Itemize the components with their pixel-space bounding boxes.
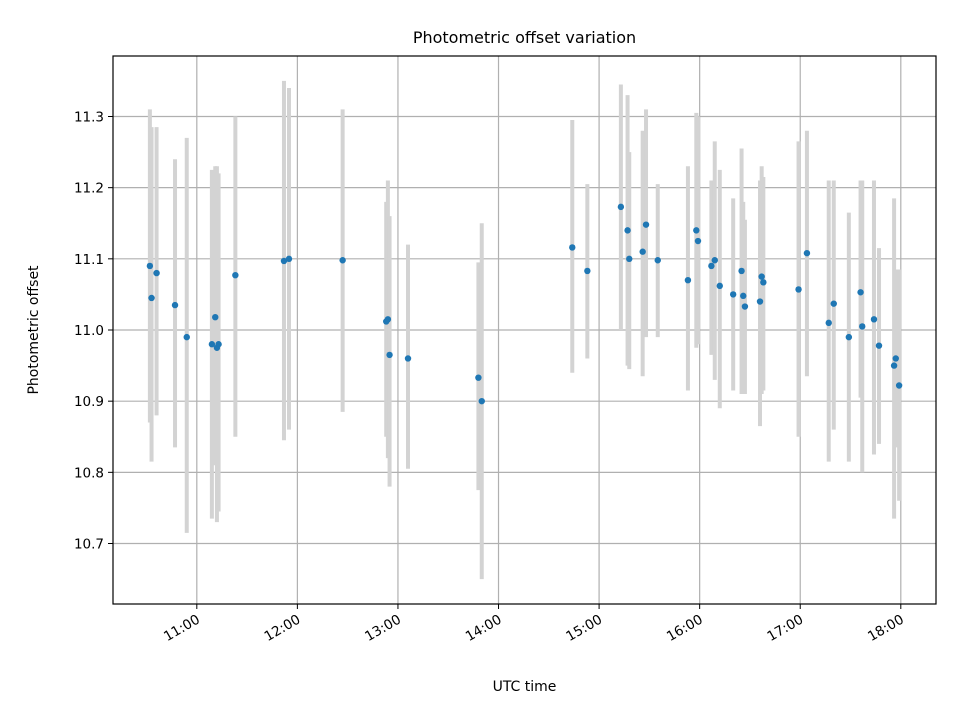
data-point <box>183 333 190 341</box>
data-point <box>711 257 718 264</box>
data-point <box>684 276 692 284</box>
data-point <box>642 221 650 228</box>
data-point <box>741 303 749 310</box>
data-point <box>795 286 802 293</box>
data-point <box>148 294 155 302</box>
y-tick-label: 11.1 <box>74 252 104 268</box>
y-tick-label: 11.0 <box>74 323 104 339</box>
y-axis-ticks: 10.7 10.8 10.9 11.0 11.1 11.2 11.3 <box>74 109 113 553</box>
y-tick-label: 11.3 <box>74 109 104 125</box>
data-point <box>694 237 702 245</box>
data-point <box>693 227 700 234</box>
data-point <box>870 316 878 323</box>
data-point <box>478 397 485 405</box>
data-point <box>639 248 646 255</box>
data-point <box>756 298 764 305</box>
data-point <box>760 279 767 286</box>
data-point <box>825 319 832 327</box>
data-point <box>153 269 160 277</box>
data-point <box>803 249 811 257</box>
data-point <box>758 273 765 280</box>
y-axis-label: Photometric offset <box>26 265 42 395</box>
data-point <box>740 292 747 300</box>
data-point <box>624 227 631 234</box>
data-point <box>339 257 346 264</box>
data-point <box>280 257 288 265</box>
data-point <box>386 351 393 359</box>
data-point <box>857 289 864 296</box>
data-point <box>171 301 179 309</box>
data-point <box>475 374 482 381</box>
data-point <box>569 244 576 251</box>
data-point <box>729 291 737 298</box>
data-point <box>208 341 216 348</box>
data-point <box>285 255 293 263</box>
y-tick-label: 10.7 <box>74 537 104 553</box>
y-tick-label: 10.9 <box>74 394 104 410</box>
data-point <box>584 267 591 275</box>
data-point <box>404 355 412 362</box>
chart-title: Photometric offset variation <box>413 28 636 47</box>
data-point <box>859 323 866 330</box>
y-tick-label: 11.2 <box>74 181 104 197</box>
data-points <box>146 203 903 405</box>
data-point <box>875 342 883 349</box>
data-point <box>895 382 903 389</box>
data-point <box>626 255 633 263</box>
data-point <box>708 262 715 270</box>
data-point <box>716 282 723 290</box>
data-point <box>212 313 219 321</box>
data-point <box>146 262 154 270</box>
data-point <box>215 341 222 348</box>
data-point <box>845 333 853 341</box>
data-point <box>617 203 625 211</box>
data-point <box>892 355 899 362</box>
x-axis-label: UTC time <box>493 679 557 695</box>
data-point <box>384 316 392 323</box>
data-point <box>654 257 661 264</box>
data-point <box>232 272 239 279</box>
data-point <box>890 362 898 369</box>
data-point <box>830 300 837 307</box>
y-tick-label: 10.8 <box>74 465 104 481</box>
data-point <box>738 267 745 275</box>
